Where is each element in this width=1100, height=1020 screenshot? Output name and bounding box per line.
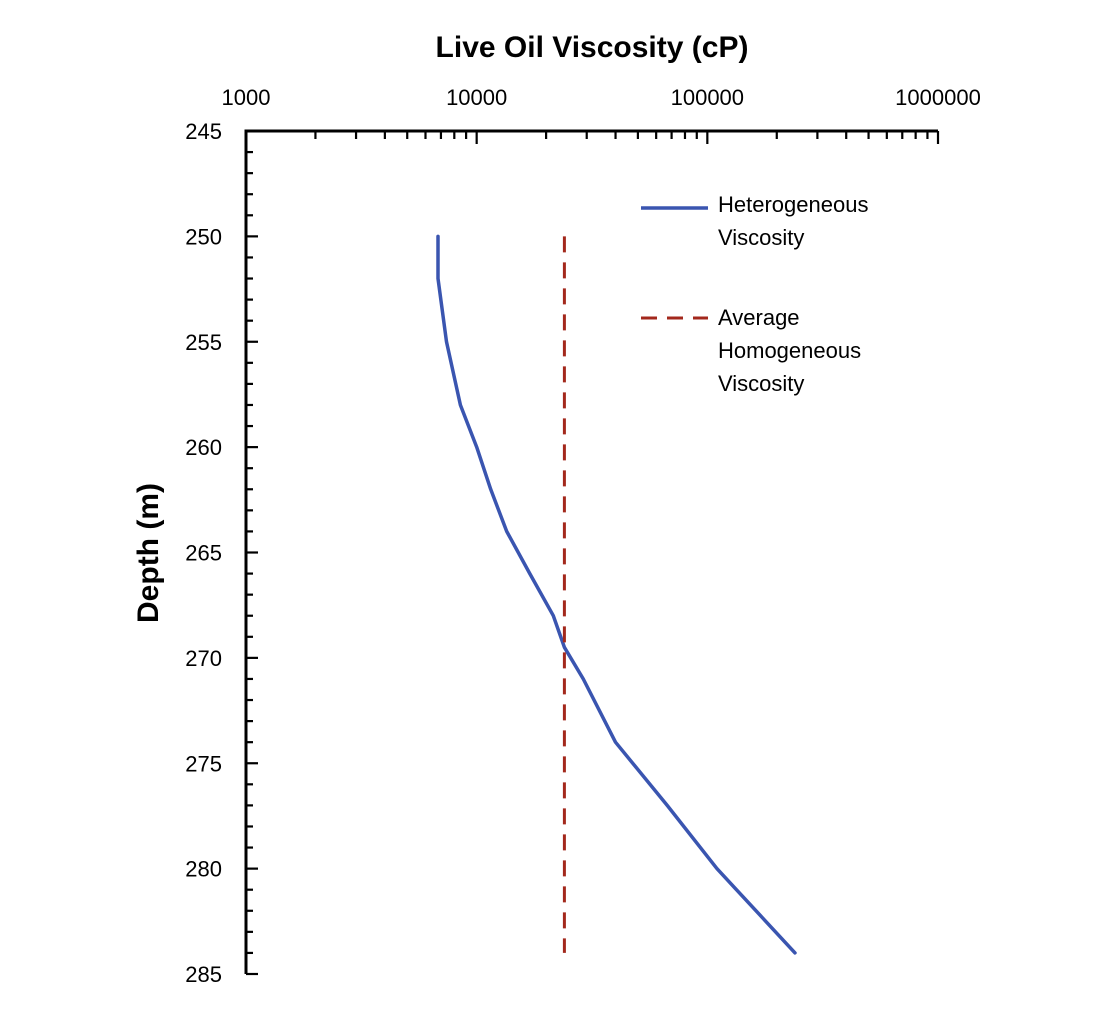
x-tick-label: 100000 bbox=[671, 85, 744, 110]
x-axis-ticks: 1000 10000 100000 1000000 bbox=[222, 85, 981, 144]
y-axis-label: Depth (m) bbox=[132, 483, 165, 623]
series-group bbox=[436, 234, 797, 955]
y-axis-ticks: 245 250 255 260 265 270 275 280 285 bbox=[185, 119, 258, 987]
legend-label: Heterogeneous Viscosity bbox=[718, 192, 868, 250]
chart-title: Live Oil Viscosity (cP) bbox=[436, 31, 749, 64]
y-tick-label: 285 bbox=[185, 962, 222, 987]
x-tick-label: 1000 bbox=[222, 85, 271, 110]
heterogeneous-viscosity-line bbox=[436, 234, 797, 955]
y-tick-label: 255 bbox=[185, 330, 222, 355]
y-tick-label: 260 bbox=[185, 435, 222, 460]
y-tick-label: 280 bbox=[185, 857, 222, 882]
y-tick-label: 245 bbox=[185, 119, 222, 144]
y-tick-label: 270 bbox=[185, 646, 222, 671]
y-tick-label: 275 bbox=[185, 751, 222, 776]
legend: Heterogeneous Viscosity Average Homogeneous… bbox=[641, 192, 868, 396]
x-tick-label: 10000 bbox=[446, 85, 507, 110]
x-tick-label: 1000000 bbox=[895, 85, 981, 110]
y-tick-label: 250 bbox=[185, 224, 222, 249]
axes bbox=[244, 129, 938, 974]
y-tick-label: 265 bbox=[185, 541, 222, 566]
legend-label: Average Homogeneous Viscosity bbox=[718, 305, 861, 396]
